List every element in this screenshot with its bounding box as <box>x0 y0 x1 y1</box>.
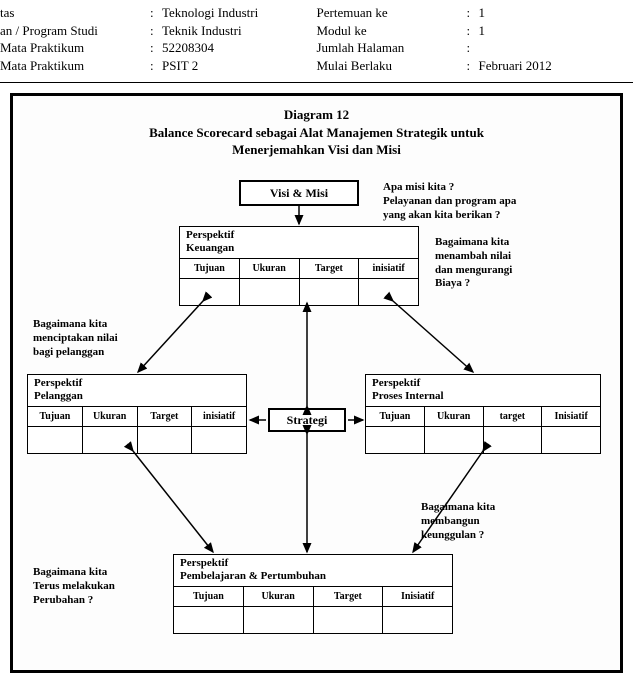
pembelajaran-col3: Inisiatif <box>383 587 452 606</box>
hl2: Mata Praktikum <box>0 39 150 57</box>
internal-col2: target <box>484 407 543 426</box>
hr2: Jumlah Halaman <box>317 39 467 57</box>
hrv0: 1 <box>479 4 486 22</box>
pembelajaran-title: PerspektifPembelajaran & Pertumbuhan <box>174 555 452 586</box>
keuangan-col0: Tujuan <box>180 259 240 278</box>
perspektif-keuangan: PerspektifKeuangan Tujuan Ukuran Target … <box>179 226 419 305</box>
title-line2: Balance Scorecard sebagai Alat Manajemen… <box>43 124 590 142</box>
pembelajaran-col2: Target <box>314 587 384 606</box>
internal-col1: Ukuran <box>425 407 484 426</box>
visi-misi-box: Visi & Misi <box>239 180 359 206</box>
title-line1: Diagram 12 <box>43 106 590 124</box>
pembelajaran-col0: Tujuan <box>174 587 244 606</box>
hl1: an / Program Studi <box>0 22 150 40</box>
pembelajaran-col1: Ukuran <box>244 587 314 606</box>
hl0: tas <box>0 4 150 22</box>
hr0: Pertemuan ke <box>317 4 467 22</box>
annotation-pelanggan: Bagaimana kitamenciptakan nilaibagi pela… <box>33 318 173 359</box>
hr3: Mulai Berlaku <box>317 57 467 75</box>
hl3: Mata Praktikum <box>0 57 150 75</box>
internal-title: PerspektifProses Internal <box>366 375 600 406</box>
internal-col3: Inisiatif <box>542 407 600 426</box>
hv2: 52208304 <box>162 39 214 57</box>
header-left-col: tas:Teknologi Industri an / Program Stud… <box>0 4 317 74</box>
diagram-frame: Diagram 12 Balance Scorecard sebagai Ala… <box>10 93 623 673</box>
keuangan-col1: Ukuran <box>240 259 300 278</box>
header-right-col: Pertemuan ke:1 Modul ke:1 Jumlah Halaman… <box>317 4 633 74</box>
annotation-perubahan: Bagaimana kitaTerus melakukanPerubahan ? <box>33 566 173 607</box>
keuangan-title: PerspektifKeuangan <box>180 227 418 258</box>
perspektif-pembelajaran: PerspektifPembelajaran & Pertumbuhan Tuj… <box>173 554 453 633</box>
pelanggan-title: PerspektifPelanggan <box>28 375 246 406</box>
diagram-title: Diagram 12 Balance Scorecard sebagai Ala… <box>13 96 620 165</box>
pelanggan-col3: inisiatif <box>192 407 246 426</box>
pelanggan-col1: Ukuran <box>83 407 138 426</box>
hv0: Teknologi Industri <box>162 4 258 22</box>
annotation-keunggulan: Bagaimana kitamembangunkeunggulan ? <box>421 501 571 542</box>
pelanggan-col2: Target <box>138 407 193 426</box>
header-table: tas:Teknologi Industri an / Program Stud… <box>0 0 633 83</box>
internal-col0: Tujuan <box>366 407 425 426</box>
hv1: Teknik Industri <box>162 22 242 40</box>
title-line3: Menerjemahkan Visi dan Misi <box>43 141 590 159</box>
perspektif-pelanggan: PerspektifPelanggan Tujuan Ukuran Target… <box>27 374 247 453</box>
hrv3: Februari 2012 <box>479 57 552 75</box>
keuangan-col3: inisiatif <box>359 259 418 278</box>
annotation-misi: Apa misi kita ?Pelayanan dan program apa… <box>383 181 573 222</box>
strategi-box: Strategi <box>268 408 346 432</box>
hrv1: 1 <box>479 22 486 40</box>
hv3: PSIT 2 <box>162 57 198 75</box>
hr1: Modul ke <box>317 22 467 40</box>
perspektif-internal: PerspektifProses Internal Tujuan Ukuran … <box>365 374 601 453</box>
pelanggan-col0: Tujuan <box>28 407 83 426</box>
annotation-keuangan: Bagaimana kitamenambah nilaidan menguran… <box>435 236 575 291</box>
keuangan-col2: Target <box>300 259 360 278</box>
